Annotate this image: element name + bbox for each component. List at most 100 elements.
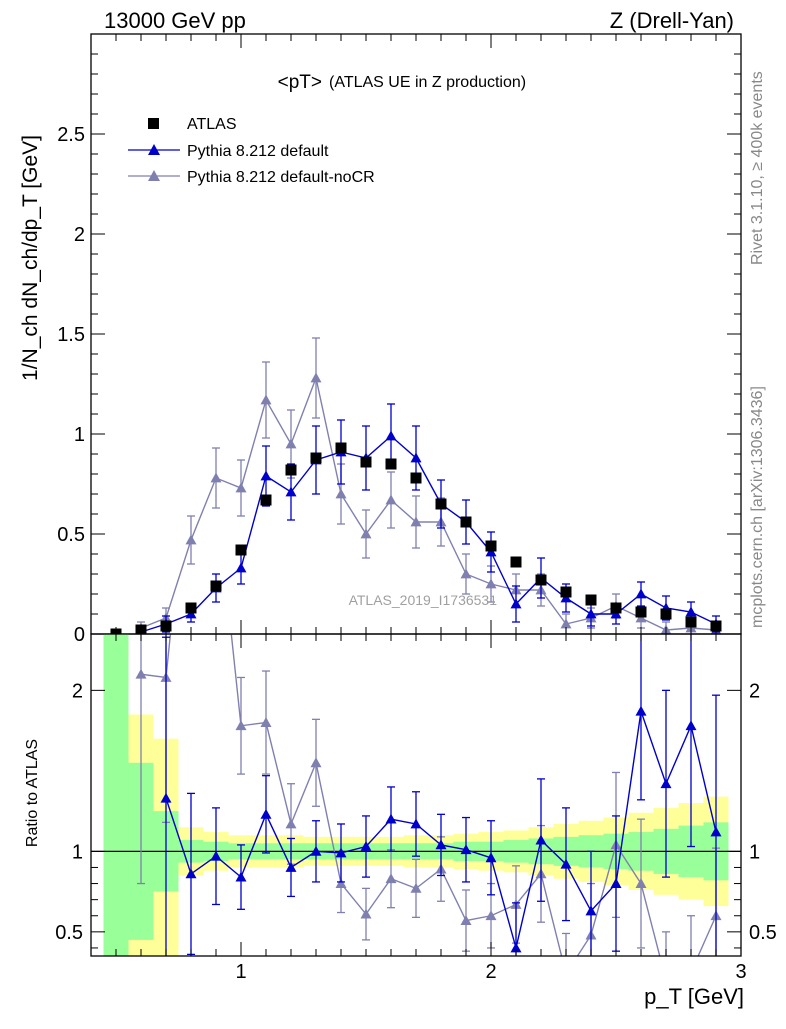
data-point-triangle [385,494,397,505]
data-point-triangle [485,578,497,589]
data-point-atlas [660,608,672,620]
ratio-y-axis-label: Ratio to ATLAS [24,739,41,847]
data-point-triangle [385,430,397,441]
data-point-atlas [560,586,572,598]
ratio-point-triangle [560,858,572,869]
ratio-point-triangle [310,845,322,856]
ratio-point-triangle [485,910,497,921]
energy-label: 13000 GeV pp [104,8,246,33]
data-point-triangle [560,618,572,629]
y-tick-label: 0.5 [57,524,85,546]
ratio-point-triangle [185,868,197,879]
ratio-point-triangle [335,878,347,888]
data-point-triangle [235,482,247,493]
main-panel: <pT> (ATLAS UE in Z production) ATLAS_20… [19,33,742,646]
x-axis-label: p_T [GeV] [644,984,744,1009]
data-point-triangle [360,528,372,539]
data-point-atlas [410,472,422,484]
ratio-point-triangle [710,826,722,837]
ratio-point-triangle [686,967,697,977]
ratio-point-triangle [460,844,472,855]
ratio-line-1 [140,634,717,956]
data-point-atlas [335,442,347,454]
ratio-point-triangle [285,818,297,829]
data-point-atlas [260,494,272,506]
y-tick-label: 0 [74,624,85,646]
ratio-point-triangle [660,778,672,789]
data-point-atlas [610,602,622,614]
data-point-atlas [685,616,697,628]
ratio-point-triangle [635,705,647,716]
data-point-atlas [360,456,372,468]
data-point-atlas [160,620,172,632]
ratio-point-triangle [160,792,172,803]
data-point-atlas [185,602,197,614]
ratio-y-tick-label: 0.5 [55,922,83,944]
ratio-plot-area [91,634,741,978]
data-point-triangle [410,452,422,463]
data-point-triangle [285,486,297,497]
ratio-y-tick-label-right: 2 [749,680,760,702]
y-tick-label: 2.5 [57,124,85,146]
process-label: Z (Drell-Yan) [610,8,734,33]
legend-marker-nocr [148,170,160,181]
legend-label-atlas: ATLAS [187,116,237,133]
data-point-triangle [460,568,472,579]
data-point-atlas [210,580,222,592]
data-point-atlas [235,544,247,556]
ratio-panel: 1 2 30.5 0.51 12 2 Ratio to ATLAS p_T [GeV] [24,633,777,1009]
data-point-triangle [635,588,647,599]
ratio-y-tick-label-right: 0.5 [749,922,777,944]
x-tick-label: 1 [235,961,246,983]
ratio-point-triangle [360,908,372,919]
legend: ATLAS Pythia 8.212 default Pythia 8.212 … [128,116,375,186]
data-point-atlas [485,540,497,552]
data-point-triangle [185,534,197,545]
ratio-point-triangle [485,852,497,863]
rivet-label: Rivet 3.1.10, ≥ 400k events [749,71,766,265]
x-tick-label: 2 [485,961,496,983]
data-point-atlas [285,464,297,476]
data-point-triangle [260,470,272,481]
y-tick-label: 2 [74,224,85,246]
ratio-point-triangle [410,882,422,893]
data-point-atlas [510,556,522,568]
ratio-point-triangle [385,873,397,884]
data-point-atlas [710,620,722,632]
ratio-point-triangle [385,813,397,824]
data-point-triangle [210,472,222,483]
ratio-point-triangle [135,668,147,679]
ratio-point-triangle [235,720,247,731]
ratio-point-triangle [335,847,347,858]
data-point-triangle [335,488,347,499]
ratio-point-triangle [260,808,272,819]
legend-label-nocr: Pythia 8.212 default-noCR [187,169,375,186]
ratio-point-triangle [510,942,522,953]
data-point-atlas [435,498,447,510]
y-tick-label: 1 [74,424,85,446]
ratio-point-triangle [685,720,697,731]
ratio-y-tick-label: 2 [72,680,83,702]
ratio-axes: 1 2 30.5 0.51 12 2 [55,633,777,983]
ratio-point-triangle [610,878,622,888]
ratio-point-triangle [310,757,322,768]
ratio-y-tick-label: 1 [72,841,83,863]
ratio-point-triangle [561,968,572,978]
ratio-point-triangle [360,841,372,851]
data-point-atlas [385,458,397,470]
legend-label-default: Pythia 8.212 default [187,143,329,160]
ratio-y-tick-label-right: 1 [749,841,760,863]
main-axes: 0 0.5 1 1.5 2 2.5 [57,33,742,646]
legend-marker-default [148,144,160,155]
data-point-atlas [310,452,322,464]
data-point-atlas [460,516,472,528]
band-green [103,634,129,956]
data-point-triangle [510,598,522,609]
data-point-triangle [260,394,272,405]
data-point-triangle [585,608,597,619]
ratio-point-triangle [285,861,297,872]
ratio-point-triangle [585,905,597,916]
data-point-triangle [310,372,322,383]
ratio-point-triangle [210,850,222,861]
